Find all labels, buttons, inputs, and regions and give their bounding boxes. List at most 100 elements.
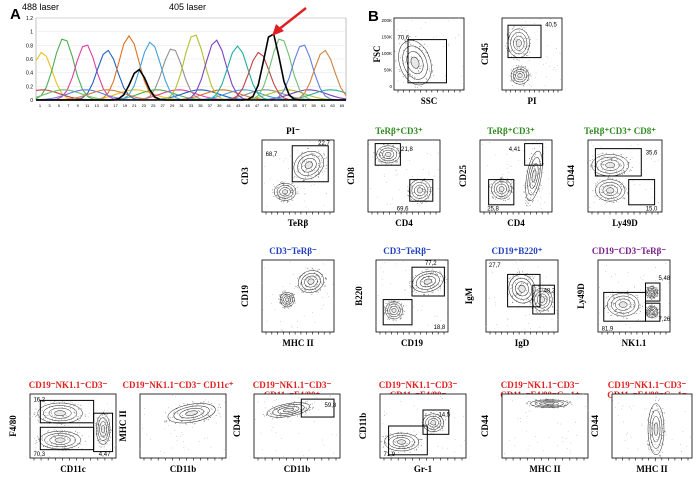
event-dot	[510, 165, 512, 167]
event-dot	[271, 430, 273, 431]
event-dot	[269, 178, 271, 180]
event-dot	[308, 208, 310, 210]
event-dot	[644, 301, 645, 303]
event-dot	[539, 203, 541, 205]
x-axis-label: MHC II	[282, 338, 314, 348]
event-dot	[298, 433, 300, 434]
event-dot	[446, 313, 448, 315]
event-dot	[167, 407, 169, 408]
event-dot	[617, 289, 619, 291]
plot-canvas: 40,5 PI CD45	[480, 17, 563, 106]
x-tick: 45	[245, 103, 250, 108]
event-dot	[529, 60, 531, 61]
y-tick: 1.2	[26, 16, 33, 22]
event-dot	[525, 412, 527, 413]
event-dot	[394, 263, 396, 265]
event-dot	[115, 444, 117, 445]
event-dot	[507, 324, 508, 326]
event-dot	[175, 435, 177, 437]
event-dot	[508, 75, 510, 77]
event-dot	[589, 207, 591, 209]
gate-percent: 27,7	[489, 263, 501, 269]
x-tick: 21	[132, 103, 137, 108]
event-dot	[625, 433, 627, 435]
event-dot	[323, 304, 325, 306]
event-dot	[400, 401, 402, 402]
event-dot	[511, 400, 513, 402]
event-dot	[529, 78, 530, 80]
event-dot	[651, 187, 652, 189]
event-dot	[525, 21, 526, 23]
event-dot	[526, 416, 528, 417]
y-axis-label: FSC	[372, 45, 382, 62]
event-dot	[426, 279, 428, 281]
event-dot	[279, 321, 281, 323]
event-dot	[536, 180, 537, 182]
event-dot	[545, 62, 547, 64]
event-dot	[296, 286, 297, 288]
plot-canvas: 68,7 22,7 TeRβ CD3	[240, 139, 335, 228]
event-dot	[417, 309, 419, 311]
y-axis-label: CD11b	[358, 413, 368, 440]
event-dot	[224, 401, 226, 403]
plot-title: TeRβ⁺CD3⁺	[487, 126, 535, 136]
event-dot	[517, 72, 519, 74]
event-dot	[540, 196, 542, 198]
event-dot	[35, 397, 37, 398]
x-axis-label: CD4	[507, 218, 525, 228]
gate	[488, 179, 515, 206]
event-dot	[313, 184, 315, 186]
event-dot	[328, 295, 329, 297]
plot-frame	[139, 393, 227, 459]
event-dot	[618, 402, 619, 404]
event-dot	[329, 402, 331, 404]
x-tick: 65	[340, 103, 345, 108]
event-dot	[401, 441, 403, 443]
event-dot	[520, 417, 521, 419]
event-dot	[382, 153, 384, 154]
event-dot	[321, 307, 323, 309]
event-dot	[396, 169, 398, 171]
event-dot	[445, 76, 446, 77]
event-dot	[523, 44, 525, 46]
event-dot	[447, 20, 449, 22]
population	[489, 176, 515, 201]
event-dot	[567, 430, 569, 432]
event-dot	[318, 142, 320, 144]
event-dot	[220, 416, 222, 418]
event-dot	[113, 413, 114, 414]
x-tick: 1	[39, 103, 42, 108]
event-dot	[668, 331, 670, 332]
event-dot	[600, 153, 602, 155]
event-dot	[421, 288, 423, 290]
flow-plot-cd11b-gr1: CD19⁻NK1.1⁻CD3⁻ CD11c⁻F4/80⁻14,571,9Gr-1…	[350, 364, 486, 488]
event-dot	[604, 203, 606, 205]
event-dot	[402, 261, 404, 263]
event-dot	[305, 206, 307, 208]
event-dot	[448, 44, 450, 46]
population	[505, 25, 532, 61]
event-dot	[304, 414, 306, 416]
event-dot	[557, 445, 559, 446]
event-dot	[668, 282, 669, 284]
event-dot	[531, 85, 532, 87]
flow-plot-cd44-mhcii-a: CD19⁻NK1.1⁻CD3⁻ CD11c⁻F4/80⁻Gr-1⁺MHC IIC…	[472, 364, 608, 488]
event-dot	[528, 445, 530, 447]
event-dot	[322, 263, 324, 265]
event-dot	[548, 436, 550, 438]
event-dot	[305, 267, 307, 268]
event-dot	[264, 407, 266, 409]
event-dot	[264, 165, 266, 167]
gate	[507, 24, 542, 59]
event-dot	[523, 291, 525, 293]
event-dot	[182, 441, 184, 443]
event-dot	[535, 149, 537, 150]
event-dot	[599, 286, 600, 288]
event-dot	[448, 43, 450, 45]
event-dot	[410, 61, 412, 63]
y-tick: 150K	[381, 35, 392, 40]
event-dot	[598, 324, 600, 326]
event-dot	[39, 422, 40, 423]
event-dot	[489, 297, 491, 299]
